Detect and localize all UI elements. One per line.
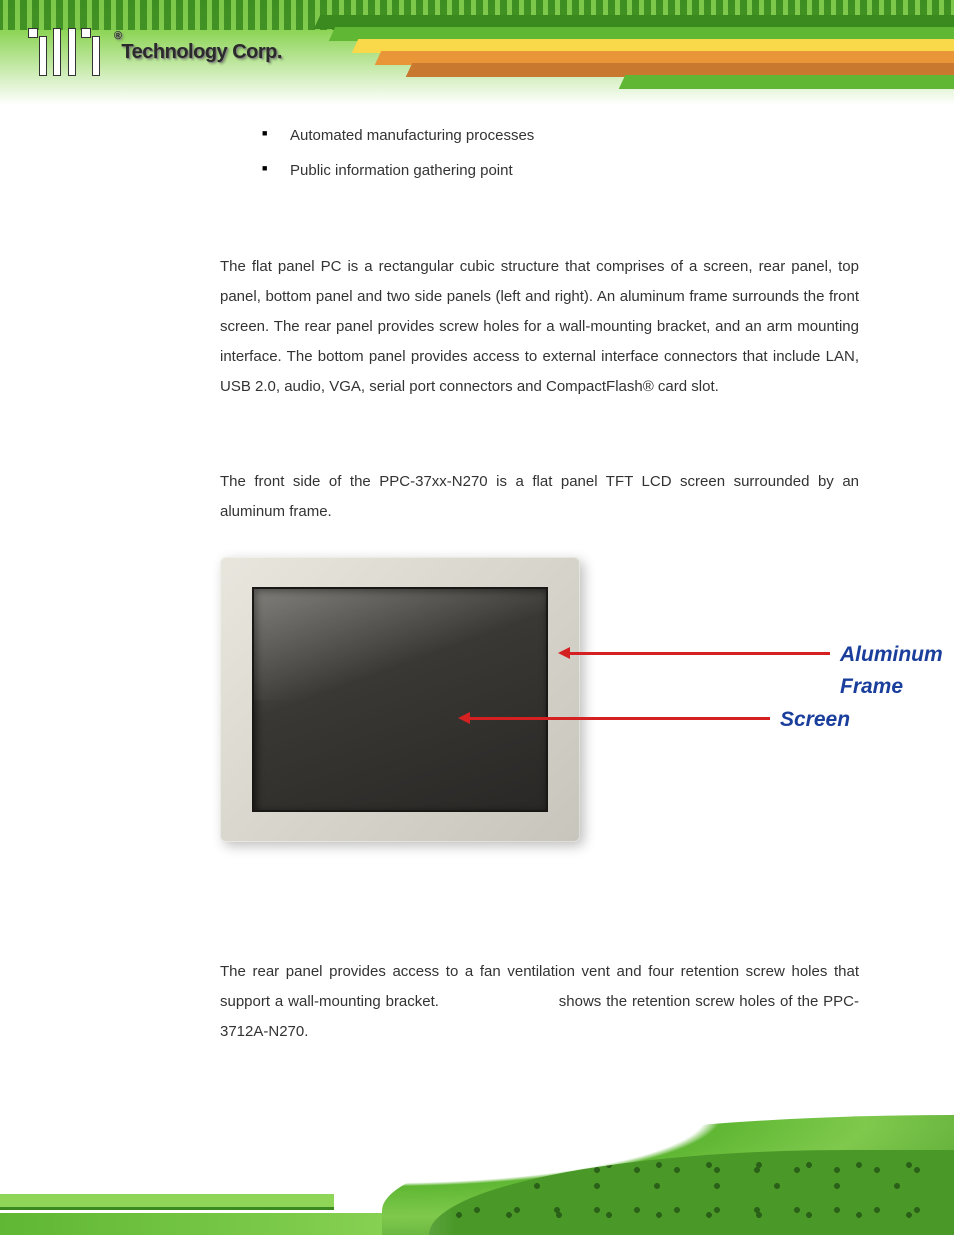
arrow-frame	[570, 652, 830, 655]
bullet-item: Automated manufacturing processes	[262, 125, 859, 148]
logo-icon	[28, 28, 101, 76]
logo: ®Technology Corp.	[28, 28, 298, 88]
bullet-list: Automated manufacturing processes Public…	[262, 125, 859, 182]
footer-bar-decor	[0, 1194, 334, 1210]
stripe-decor	[191, 15, 954, 105]
device-frame	[220, 557, 580, 842]
paragraph-overview: The flat panel PC is a rectangular cubic…	[220, 252, 859, 402]
callout-screen-label: Screen	[780, 704, 850, 736]
footer-banner	[0, 1105, 954, 1235]
header-banner: ®Technology Corp.	[0, 0, 954, 105]
paragraph-front: The front side of the PPC-37xx-N270 is a…	[220, 467, 859, 527]
callout-frame-label: Aluminum Frame	[840, 639, 943, 702]
page-content: Automated manufacturing processes Public…	[0, 105, 954, 1047]
paragraph-rear: The rear panel provides access to a fan …	[220, 957, 859, 1047]
arrow-screen	[470, 717, 770, 720]
bullet-item: Public information gathering point	[262, 160, 859, 183]
product-figure: Aluminum Frame Screen	[220, 557, 859, 867]
logo-text: ®Technology Corp.	[114, 41, 282, 63]
device-screen	[252, 587, 548, 812]
